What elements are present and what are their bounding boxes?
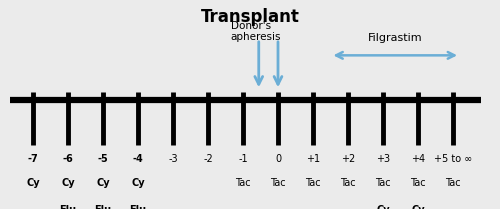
Text: +1: +1 <box>306 154 320 164</box>
Text: -3: -3 <box>168 154 178 164</box>
Text: -2: -2 <box>203 154 213 164</box>
Text: Flu: Flu <box>130 205 146 209</box>
Text: Tac: Tac <box>445 178 461 188</box>
Text: Tac: Tac <box>340 178 356 188</box>
Text: -1: -1 <box>238 154 248 164</box>
Text: Tac: Tac <box>375 178 391 188</box>
Text: Tac: Tac <box>410 178 426 188</box>
Text: +2: +2 <box>341 154 355 164</box>
Text: Cy: Cy <box>131 178 145 188</box>
Text: Cy: Cy <box>411 205 425 209</box>
Text: Filgrastim: Filgrastim <box>368 33 422 43</box>
Text: Tac: Tac <box>305 178 321 188</box>
Text: Cy: Cy <box>26 178 40 188</box>
Text: Flu: Flu <box>60 205 76 209</box>
Text: Tac: Tac <box>235 178 251 188</box>
Text: +3: +3 <box>376 154 390 164</box>
Text: Donor's
apheresis: Donor's apheresis <box>230 20 281 42</box>
Text: Cy: Cy <box>376 205 390 209</box>
Text: +4: +4 <box>411 154 425 164</box>
Text: -4: -4 <box>132 154 143 164</box>
Text: -6: -6 <box>62 154 74 164</box>
Text: Cy: Cy <box>96 178 110 188</box>
Text: 0: 0 <box>275 154 281 164</box>
Text: Flu: Flu <box>94 205 112 209</box>
Text: -5: -5 <box>98 154 108 164</box>
Text: +5 to ∞: +5 to ∞ <box>434 154 472 164</box>
Text: Transplant: Transplant <box>200 8 300 26</box>
Text: -7: -7 <box>28 154 38 164</box>
Text: Cy: Cy <box>61 178 75 188</box>
Text: Tac: Tac <box>270 178 286 188</box>
